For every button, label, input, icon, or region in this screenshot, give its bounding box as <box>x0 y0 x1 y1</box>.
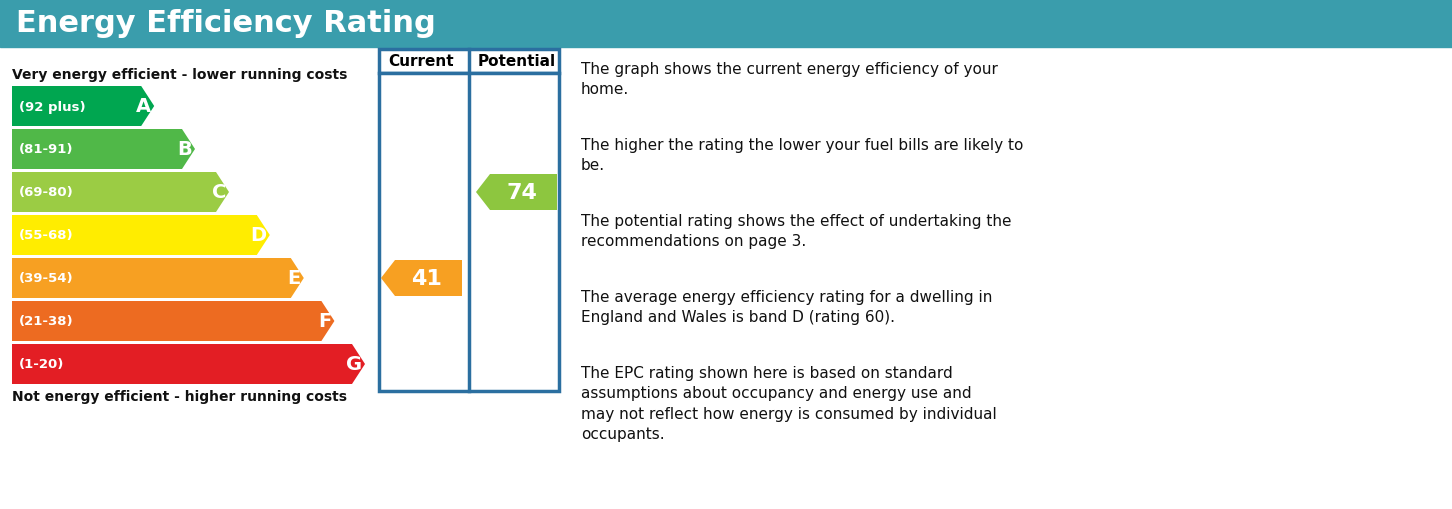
Polygon shape <box>12 216 270 256</box>
Bar <box>379 50 559 74</box>
Text: D: D <box>251 226 267 245</box>
Text: (81-91): (81-91) <box>19 143 74 156</box>
Polygon shape <box>12 173 229 213</box>
Text: (1-20): (1-20) <box>19 358 64 371</box>
Text: Very energy efficient - lower running costs: Very energy efficient - lower running co… <box>12 68 347 82</box>
Text: Not energy efficient - higher running costs: Not energy efficient - higher running co… <box>12 389 347 403</box>
Text: A: A <box>136 97 151 116</box>
Text: (21-38): (21-38) <box>19 315 74 328</box>
Polygon shape <box>12 130 195 169</box>
Text: (39-54): (39-54) <box>19 272 74 285</box>
Polygon shape <box>476 175 558 211</box>
Polygon shape <box>12 259 303 298</box>
Text: The average energy efficiency rating for a dwelling in
England and Wales is band: The average energy efficiency rating for… <box>581 290 992 325</box>
Text: B: B <box>177 140 192 159</box>
Text: E: E <box>287 269 301 288</box>
Text: 74: 74 <box>507 183 537 203</box>
Bar <box>0 0 1452 48</box>
Polygon shape <box>380 261 462 296</box>
Text: C: C <box>212 183 227 202</box>
Polygon shape <box>12 301 334 342</box>
Text: The higher the rating the lower your fuel bills are likely to
be.: The higher the rating the lower your fue… <box>581 138 1024 173</box>
Text: 41: 41 <box>411 268 441 289</box>
Text: The EPC rating shown here is based on standard
assumptions about occupancy and e: The EPC rating shown here is based on st… <box>581 365 996 441</box>
Text: Energy Efficiency Rating: Energy Efficiency Rating <box>16 10 436 38</box>
Text: G: G <box>346 355 362 374</box>
Text: The graph shows the current energy efficiency of your
home.: The graph shows the current energy effic… <box>581 62 998 97</box>
Text: F: F <box>318 312 331 331</box>
Text: The potential rating shows the effect of undertaking the
recommendations on page: The potential rating shows the effect of… <box>581 214 1012 249</box>
Text: (92 plus): (92 plus) <box>19 100 86 114</box>
Bar <box>379 74 559 391</box>
Text: Potential: Potential <box>478 54 556 69</box>
Polygon shape <box>12 344 364 384</box>
Text: (69-80): (69-80) <box>19 186 74 199</box>
Text: Current: Current <box>389 54 454 69</box>
Polygon shape <box>12 87 154 127</box>
Text: (55-68): (55-68) <box>19 229 74 242</box>
